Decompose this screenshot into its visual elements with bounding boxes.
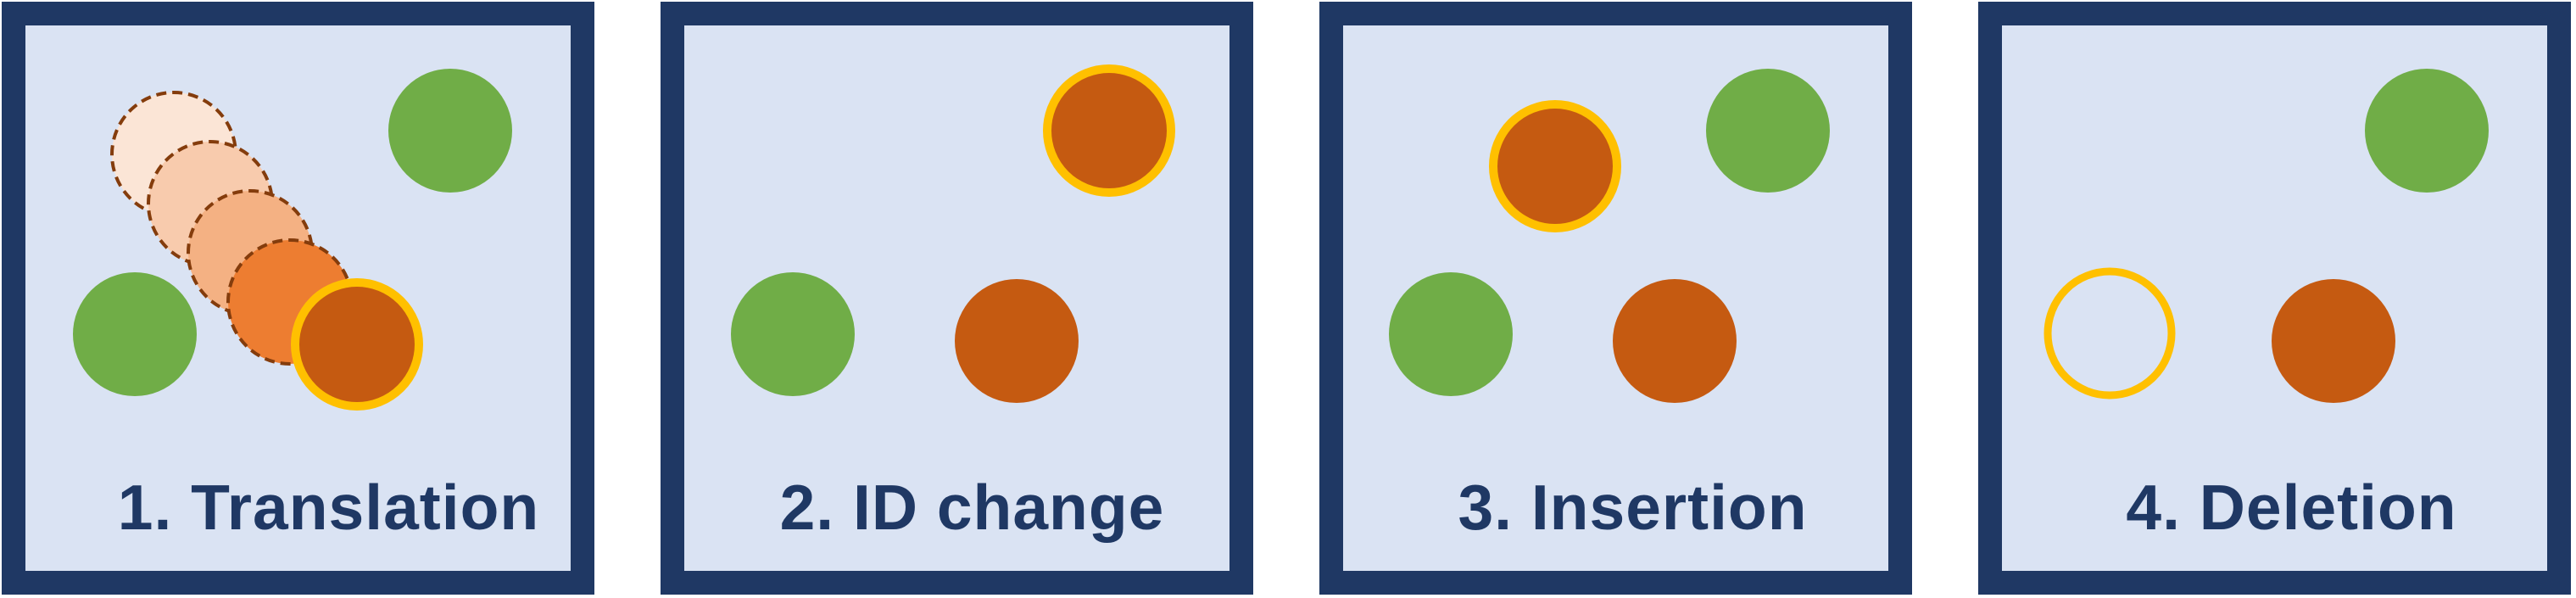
green-object (73, 272, 197, 396)
green-object (1389, 272, 1513, 396)
panel-deletion-canvas (1978, 2, 2571, 595)
orange-object (2272, 279, 2395, 403)
green-object (731, 272, 855, 396)
inserted-object (1489, 100, 1621, 232)
orange-object (955, 279, 1079, 403)
panel-translation-label: 1. Translation (117, 472, 540, 543)
panel-translation-canvas (2, 2, 594, 595)
panel-id-change-canvas (661, 2, 1253, 595)
panel-id-change-label: 2. ID change (779, 472, 1165, 543)
panel-translation: 1. Translation (2, 2, 594, 595)
panel-insertion: 3. Insertion (1319, 2, 1912, 595)
panel-deletion-label: 4. Deletion (2126, 472, 2457, 543)
panel-insertion-label: 3. Insertion (1458, 472, 1808, 543)
changed-id-object (1043, 64, 1175, 197)
panel-deletion: 4. Deletion (1978, 2, 2571, 595)
green-object (1706, 69, 1830, 193)
orange-object (1613, 279, 1737, 403)
panel-id-change: 2. ID change (661, 2, 1253, 595)
green-object (388, 69, 512, 193)
moved-object (291, 278, 423, 411)
green-object (2365, 69, 2489, 193)
panel-insertion-canvas (1319, 2, 1912, 595)
deleted-object-outline (2044, 267, 2176, 400)
